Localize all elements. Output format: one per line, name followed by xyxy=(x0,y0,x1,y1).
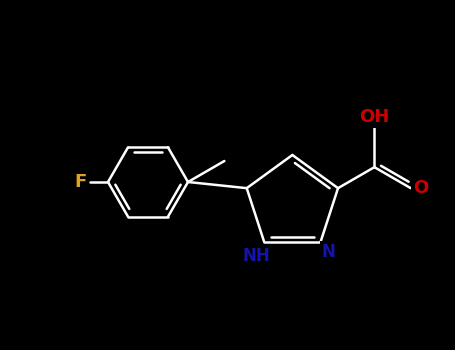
Text: NH: NH xyxy=(242,247,270,265)
Text: O: O xyxy=(413,179,429,197)
Text: F: F xyxy=(74,173,86,191)
Text: N: N xyxy=(322,243,335,261)
Text: OH: OH xyxy=(359,108,389,126)
